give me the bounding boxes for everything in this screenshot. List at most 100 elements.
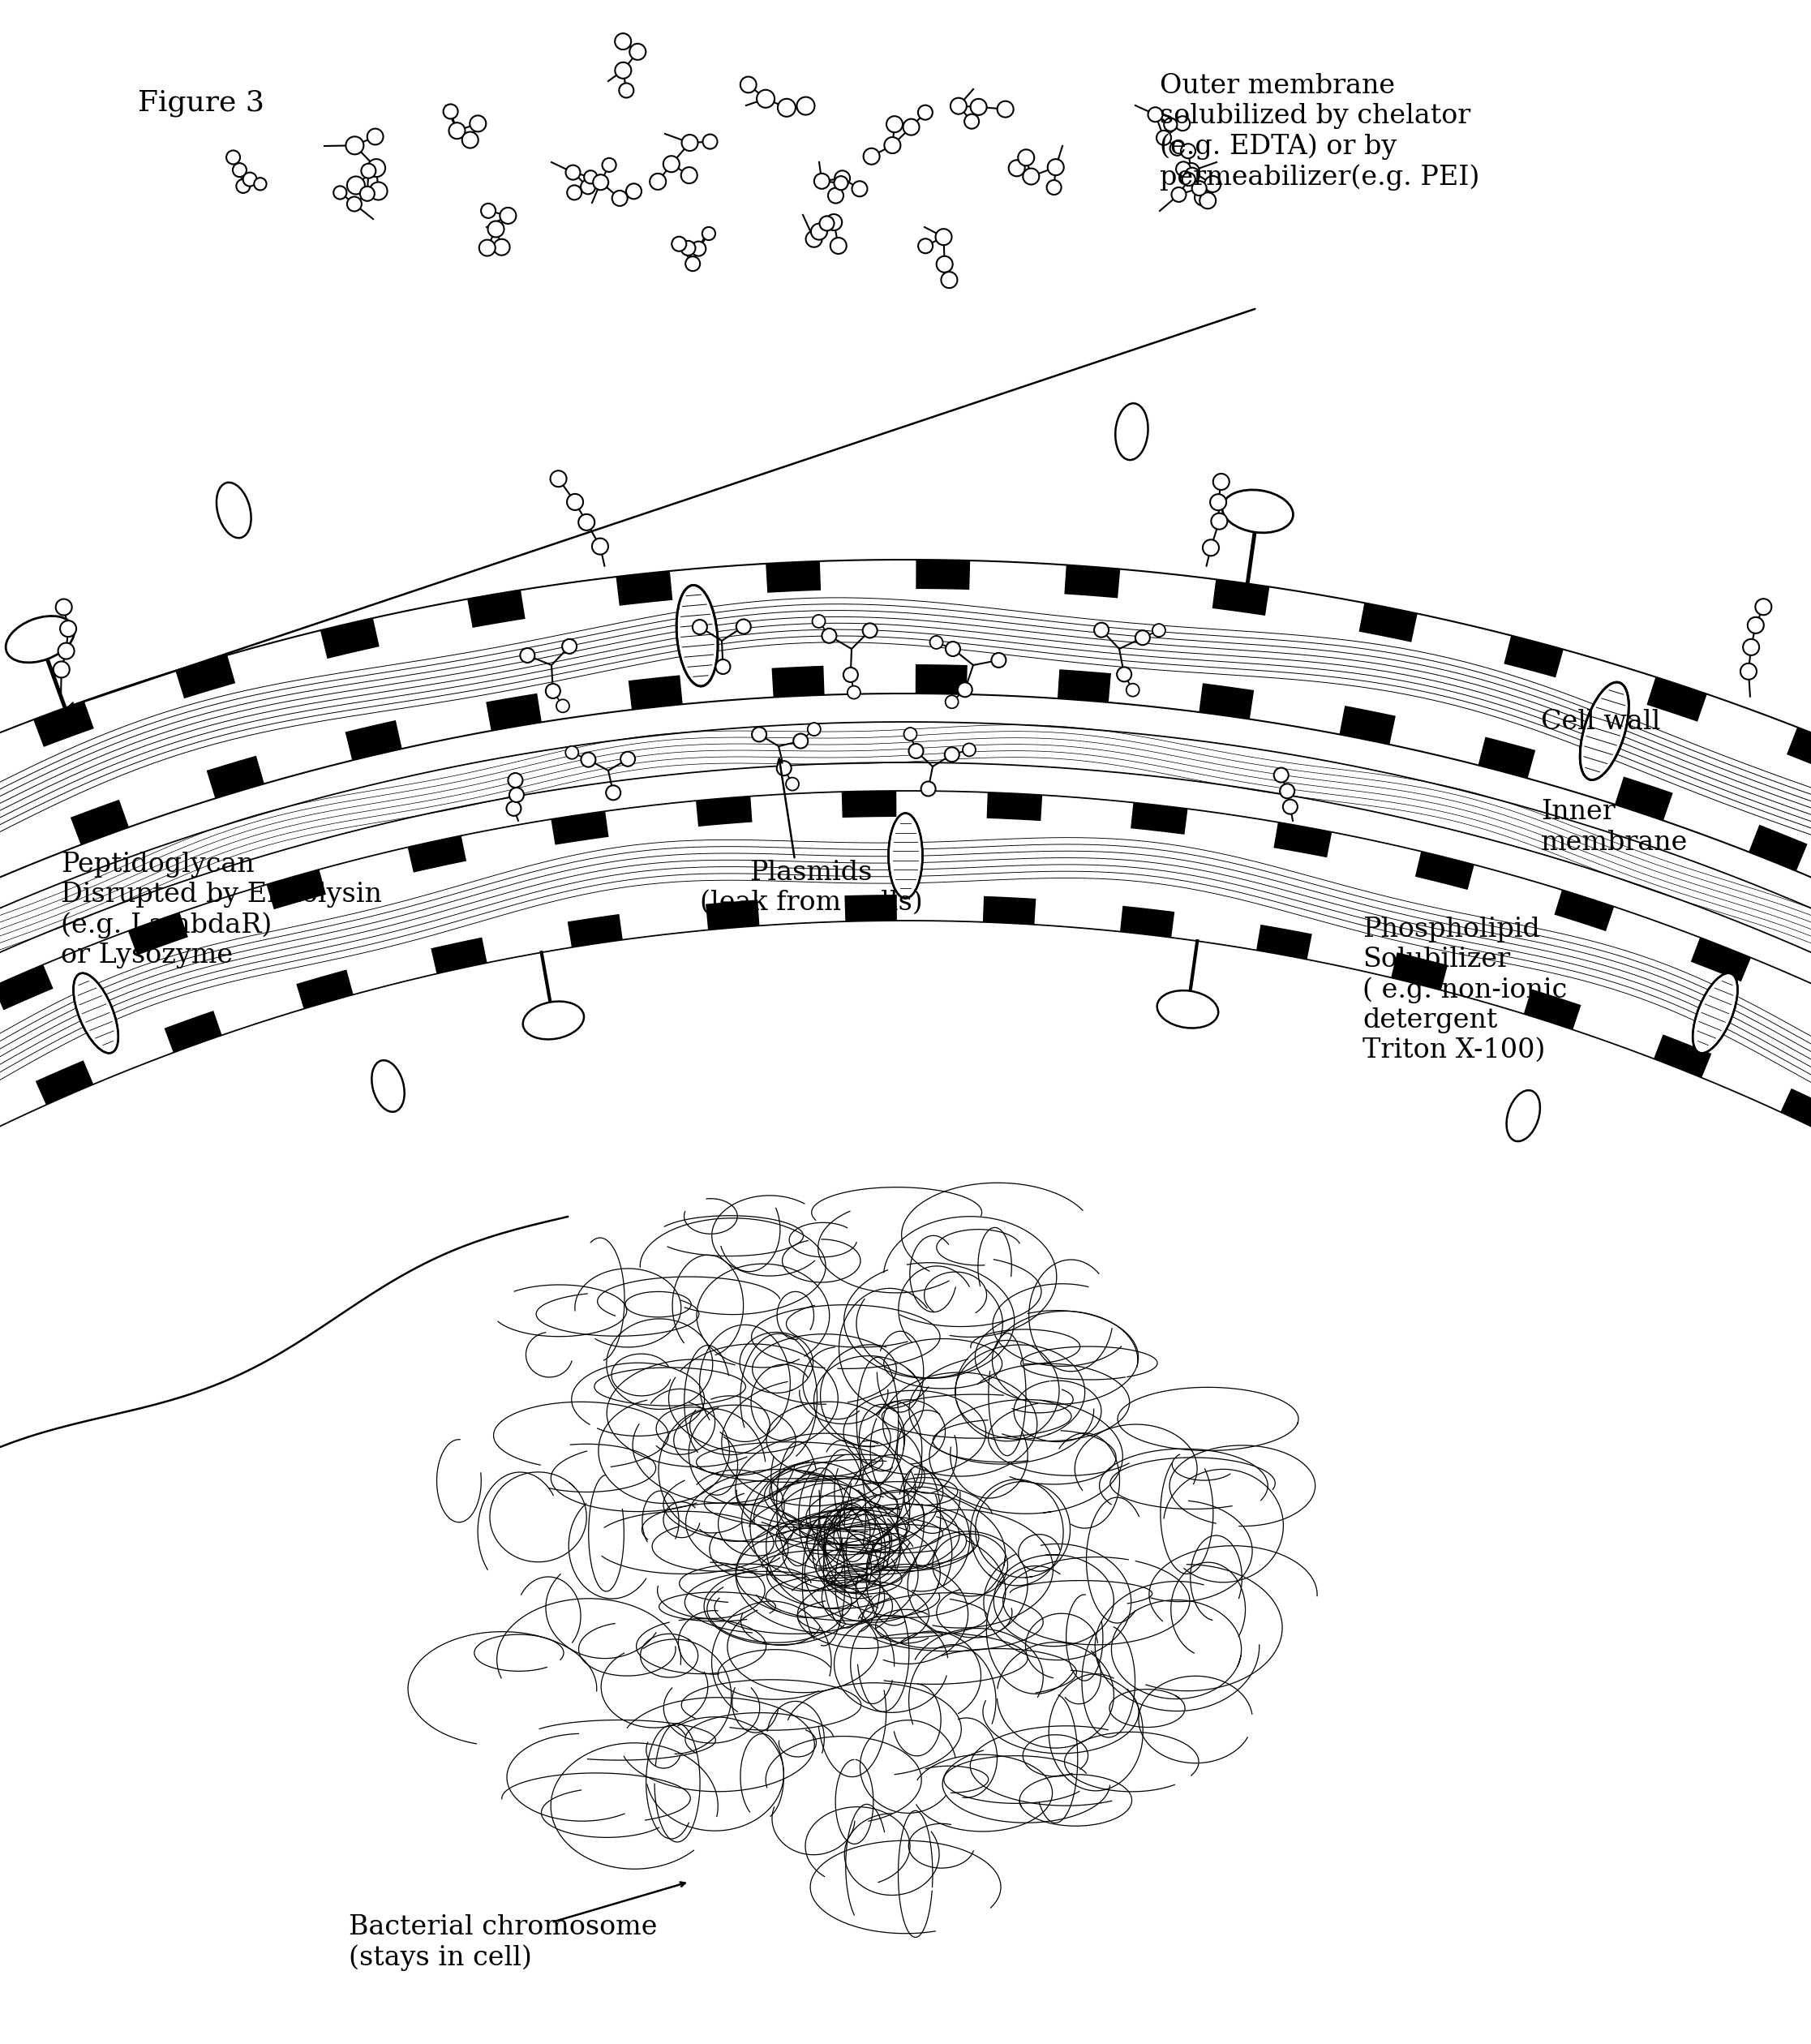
Circle shape	[963, 744, 976, 756]
Circle shape	[507, 801, 522, 816]
Circle shape	[1742, 640, 1758, 656]
Circle shape	[737, 619, 752, 634]
Polygon shape	[1414, 852, 1474, 889]
Polygon shape	[1212, 578, 1270, 615]
Circle shape	[806, 231, 822, 247]
Circle shape	[567, 186, 581, 200]
Circle shape	[58, 644, 74, 658]
Circle shape	[757, 90, 775, 108]
Circle shape	[449, 123, 465, 139]
Circle shape	[848, 687, 860, 699]
Polygon shape	[165, 1010, 223, 1053]
Circle shape	[630, 43, 647, 59]
Circle shape	[509, 773, 523, 787]
Polygon shape	[1199, 683, 1253, 719]
Circle shape	[235, 180, 250, 192]
Polygon shape	[1119, 905, 1175, 938]
Circle shape	[226, 151, 241, 164]
Circle shape	[777, 760, 791, 775]
Circle shape	[904, 728, 916, 740]
Ellipse shape	[1116, 403, 1148, 460]
Circle shape	[1280, 783, 1295, 799]
Circle shape	[828, 188, 844, 202]
Circle shape	[991, 652, 1005, 668]
Polygon shape	[0, 791, 1811, 2044]
Polygon shape	[431, 938, 487, 973]
Circle shape	[627, 184, 641, 198]
Circle shape	[862, 623, 877, 638]
Polygon shape	[33, 701, 94, 746]
Text: Bacterial chromosome
(stays in cell): Bacterial chromosome (stays in cell)	[350, 1915, 657, 1970]
Polygon shape	[346, 719, 402, 760]
Circle shape	[909, 744, 924, 758]
Circle shape	[565, 746, 578, 758]
Ellipse shape	[1507, 1089, 1539, 1141]
Polygon shape	[842, 791, 896, 818]
Circle shape	[1148, 106, 1163, 123]
Polygon shape	[628, 675, 683, 709]
Circle shape	[951, 98, 967, 114]
Circle shape	[1192, 182, 1206, 196]
Circle shape	[469, 117, 485, 131]
Circle shape	[500, 208, 516, 223]
Circle shape	[348, 176, 364, 194]
Circle shape	[585, 170, 598, 184]
Circle shape	[616, 61, 632, 78]
Polygon shape	[1780, 1087, 1811, 1134]
Circle shape	[581, 180, 596, 194]
Circle shape	[243, 172, 257, 186]
Circle shape	[368, 159, 386, 178]
Circle shape	[444, 104, 458, 119]
Circle shape	[1212, 513, 1228, 529]
Circle shape	[487, 221, 503, 237]
Circle shape	[650, 174, 666, 190]
Polygon shape	[1653, 1034, 1711, 1077]
Circle shape	[692, 619, 706, 634]
Circle shape	[672, 237, 686, 251]
Circle shape	[346, 137, 364, 155]
Circle shape	[752, 728, 766, 742]
Polygon shape	[1691, 938, 1751, 981]
Polygon shape	[1130, 803, 1188, 834]
Circle shape	[607, 785, 621, 799]
Circle shape	[348, 196, 362, 211]
Circle shape	[681, 241, 695, 256]
Circle shape	[1094, 623, 1108, 638]
Circle shape	[56, 599, 72, 615]
Circle shape	[703, 135, 717, 149]
Polygon shape	[0, 722, 1811, 2044]
Circle shape	[53, 662, 69, 679]
Polygon shape	[616, 570, 672, 605]
Polygon shape	[485, 693, 541, 732]
Circle shape	[1181, 143, 1195, 157]
Circle shape	[1023, 168, 1040, 184]
Polygon shape	[706, 899, 759, 930]
Polygon shape	[129, 912, 188, 955]
Ellipse shape	[1157, 991, 1219, 1028]
Polygon shape	[1523, 989, 1581, 1030]
Circle shape	[1282, 799, 1297, 814]
Circle shape	[1183, 174, 1195, 186]
Circle shape	[482, 204, 496, 219]
Circle shape	[822, 628, 837, 644]
Text: Peptidoglycan
Disrupted by Endolysin
(e.g. LambdaR)
or Lysozyme: Peptidoglycan Disrupted by Endolysin (e.…	[62, 852, 382, 969]
Circle shape	[1184, 168, 1199, 182]
Polygon shape	[0, 965, 53, 1010]
Circle shape	[369, 182, 388, 200]
Circle shape	[333, 186, 346, 198]
Polygon shape	[36, 1061, 94, 1106]
Circle shape	[1755, 599, 1771, 615]
Circle shape	[1203, 540, 1219, 556]
Polygon shape	[983, 895, 1036, 924]
Circle shape	[1009, 159, 1025, 176]
Circle shape	[958, 683, 973, 697]
Polygon shape	[321, 617, 378, 658]
Polygon shape	[1615, 777, 1673, 820]
Circle shape	[234, 164, 246, 178]
Text: Figure 3: Figure 3	[138, 90, 264, 117]
Circle shape	[592, 174, 608, 190]
Circle shape	[1210, 495, 1226, 511]
Polygon shape	[987, 793, 1043, 822]
Circle shape	[1157, 131, 1172, 145]
Ellipse shape	[1693, 973, 1737, 1053]
